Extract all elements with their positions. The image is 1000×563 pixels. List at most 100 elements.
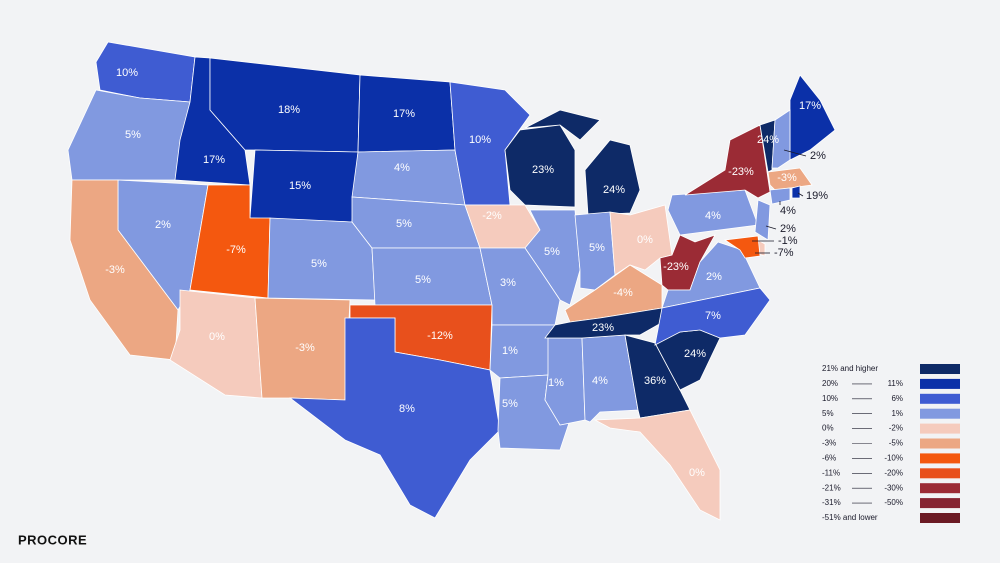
legend-high-label: -3% (822, 439, 836, 448)
state-value-label: 23% (592, 322, 614, 334)
state-value-label: 2% (706, 271, 722, 283)
state-value-label: 0% (689, 467, 705, 479)
legend-swatch (920, 453, 960, 464)
state-value-label: 10% (469, 134, 491, 146)
state-value-label: 17% (393, 108, 415, 120)
state-value-label: 5% (502, 398, 518, 410)
state-value-label: 3% (500, 277, 516, 289)
legend-low-label: -30% (884, 483, 903, 492)
legend: 21% and higher 20% 11% 10% 6% 5% 1% 0% -2% -3% -5%… (822, 364, 960, 523)
state (504, 109, 601, 208)
legend-swatch (920, 513, 960, 523)
state-value-label: 5% (396, 218, 412, 230)
legend-low-label: -10% (884, 454, 903, 463)
legend-high-label: 10% (822, 394, 838, 403)
state (449, 81, 531, 206)
state-value-label: 19% (806, 190, 828, 202)
legend-high-label: 5% (822, 409, 834, 418)
legend-low-label: -20% (884, 468, 903, 477)
legend-swatch (920, 378, 960, 389)
state-value-label: 1% (502, 345, 518, 357)
state-value-label: 5% (589, 242, 605, 254)
state (791, 185, 801, 199)
legend-low-label: -5% (889, 439, 903, 448)
state (771, 109, 791, 169)
leader-line (797, 192, 804, 197)
state-value-label: -3% (295, 342, 315, 354)
state-value-label: 24% (603, 184, 625, 196)
state-value-label: 17% (203, 154, 225, 166)
state (489, 324, 556, 379)
state (288, 317, 501, 519)
state (593, 409, 721, 521)
legend-swatch (920, 483, 960, 494)
state-value-label: 2% (780, 223, 796, 235)
state (351, 196, 481, 249)
legend-swatch (920, 423, 960, 434)
state-value-label: 2% (155, 219, 171, 231)
legend-swatch (920, 408, 960, 419)
labels: 10% 5% 17% 18% 15% 17% 4% 10% 23% 24% 2% -3% -7% 5% 5%… (105, 67, 828, 479)
state-value-label: -7% (774, 247, 794, 259)
legend-swatch (920, 468, 960, 479)
state (754, 199, 771, 241)
legend-low-label: 1% (891, 409, 903, 418)
state (769, 187, 791, 205)
state-value-label: 4% (705, 210, 721, 222)
state-value-label: 18% (278, 104, 300, 116)
legend-high-label: -21% (822, 483, 841, 492)
legend-low-label: 11% (888, 379, 903, 388)
legend-label: 21% and higher (822, 364, 878, 373)
state-value-label: 4% (592, 375, 608, 387)
state (659, 234, 716, 291)
state-value-label: 0% (209, 331, 225, 343)
legend-low-label: -50% (884, 498, 903, 507)
state-value-label: 1% (548, 377, 564, 389)
state (759, 119, 776, 173)
state-value-label: 0% (637, 234, 653, 246)
legend-high-label: -11% (822, 468, 840, 477)
state-value-label: 23% (532, 164, 554, 176)
legend-high-label: 20% (822, 379, 838, 388)
state-value-label: 10% (116, 67, 138, 79)
state (584, 139, 641, 216)
state-value-label: 15% (289, 180, 311, 192)
state-value-label: -1% (778, 235, 798, 247)
state (789, 74, 836, 161)
state-value-label: -2% (482, 210, 502, 222)
logo: PROCORE (18, 532, 87, 547)
state (371, 247, 493, 306)
state (661, 241, 761, 309)
state-value-label: 2% (810, 150, 826, 162)
state (723, 235, 761, 259)
legend-high-label: 0% (822, 424, 834, 433)
state-value-label: 4% (780, 205, 796, 217)
states (67, 41, 836, 521)
legend-label: -51% and lower (822, 513, 878, 522)
state-value-label: 5% (544, 246, 560, 258)
state-value-label: 5% (415, 274, 431, 286)
state-value-label: -3% (105, 264, 125, 276)
state-value-label: 8% (399, 403, 415, 415)
state-value-label: -23% (663, 261, 689, 273)
state-value-label: 24% (684, 348, 706, 360)
legend-low-label: 6% (891, 394, 903, 403)
state (351, 149, 466, 206)
legend-swatch (920, 393, 960, 404)
state-value-label: -23% (728, 166, 754, 178)
state (684, 124, 771, 199)
state-value-label: -7% (226, 244, 246, 256)
state-value-label: -3% (777, 172, 797, 184)
legend-swatch (920, 364, 960, 374)
leader-line (765, 225, 777, 230)
state-value-label: -4% (613, 287, 633, 299)
legend-low-label: -2% (889, 424, 903, 433)
legend-high-label: -6% (822, 454, 836, 463)
state-value-label: 36% (644, 375, 666, 387)
legend-swatch (920, 498, 960, 509)
legend-swatch (920, 438, 960, 449)
state-value-label: 5% (311, 258, 327, 270)
state-value-label: 24% (757, 134, 779, 146)
state-value-label: -12% (427, 330, 453, 342)
